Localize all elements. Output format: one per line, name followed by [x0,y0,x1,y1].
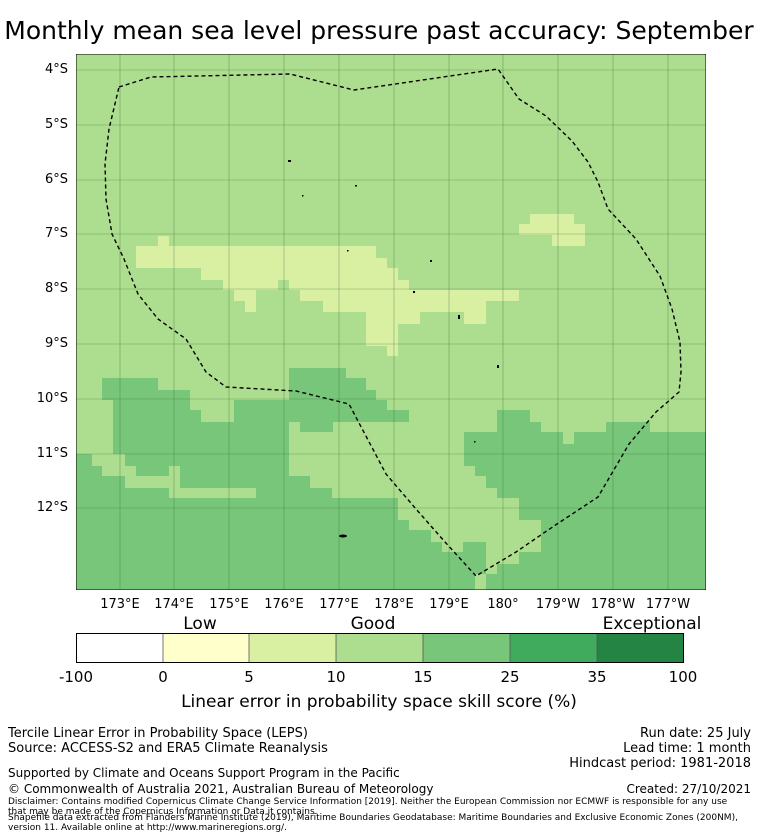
colorbar-tick: 35 [587,668,607,686]
patch-upper-right [519,214,585,246]
lat-label: 4°S [44,62,68,77]
lat-label: 6°S [44,172,68,187]
colorbar-tick: 100 [668,668,698,686]
island [355,185,357,187]
lon-label: 179°W [535,597,581,612]
patch-left [102,378,289,488]
island [288,160,291,162]
eez-boundary [104,68,682,577]
lon-label: 173°E [100,597,140,612]
islands [288,160,499,538]
lon-label: 177°W [645,597,691,612]
region-5-10 [136,214,585,356]
lon-label: 178°E [374,597,414,612]
colorbar-segment [76,633,163,663]
footer-source: Source: ACCESS-S2 and ERA5 Climate Reana… [8,741,328,756]
colorbar-frame [76,633,684,663]
island [458,315,460,319]
patch-bottom-left [76,454,486,590]
skill-map [76,54,706,590]
lat-label: 5°S [44,117,68,132]
region-15-25 [76,368,706,590]
colorbar-segment [423,633,510,663]
footer-copyright: © Commonwealth of Australia 2021, Austra… [8,782,434,796]
colorbar-tick: 15 [413,668,433,686]
island [302,195,304,197]
patch-right [464,410,706,590]
lon-label: 177°E [319,597,359,612]
colorbar-segment [336,633,423,663]
colorbar-tick: 5 [244,668,254,686]
lat-label: 7°S [44,226,68,241]
colorbar [76,633,684,663]
disclaimer-line-2: that may be made of the Copernicus Infor… [8,807,318,817]
colorbar-tick: -100 [58,668,94,686]
lon-label: 180° [487,597,519,612]
graticule [76,54,706,590]
lat-label: 8°S [44,281,68,296]
lon-label: 174°E [154,597,194,612]
shapefile-line-1: Shapefile data extracted from Flanders M… [8,813,738,823]
colorbar-label: Linear error in probability space skill … [181,692,577,712]
footer-support: Supported by Climate and Oceans Support … [8,766,400,780]
island [339,534,347,538]
legend-category-low: Low [183,614,217,634]
legend-category-good: Good [350,614,396,634]
colorbar-tick: 10 [326,668,346,686]
island [430,260,432,262]
island [347,250,349,252]
colorbar-tick: 0 [158,668,168,686]
lat-label: 10°S [36,391,68,406]
patch-central [136,236,519,356]
map-title: Monthly mean sea level pressure past acc… [4,16,754,45]
patch-mid-band [289,368,409,432]
colorbar-segment [510,633,597,663]
island [497,365,499,368]
lat-label: 9°S [44,336,68,351]
island [474,441,476,443]
colorbar-segment [597,633,684,663]
lon-label: 179°E [429,597,469,612]
lat-label: 12°S [36,500,68,515]
colorbar-tick: 25 [500,668,520,686]
lead-time: Lead time: 1 month [623,741,751,756]
legend-category-exceptional: Exceptional [602,614,702,634]
colorbar-segment [163,633,249,663]
footer-leps: Tercile Linear Error in Probability Spac… [8,726,308,741]
hindcast-period: Hindcast period: 1981-2018 [569,756,751,771]
lon-label: 178°W [590,597,636,612]
run-date: Run date: 25 July [640,726,751,741]
lon-label: 175°E [209,597,249,612]
lon-label: 176°E [264,597,304,612]
colorbar-segment [249,633,336,663]
shapefile-line-2: version 11. Available online at http://w… [8,823,287,833]
lat-label: 11°S [36,446,68,461]
created-date: Created: 27/10/2021 [626,782,751,796]
disclaimer-line-1: Disclaimer: Contains modified Copernicus… [8,797,728,807]
island [413,291,415,293]
